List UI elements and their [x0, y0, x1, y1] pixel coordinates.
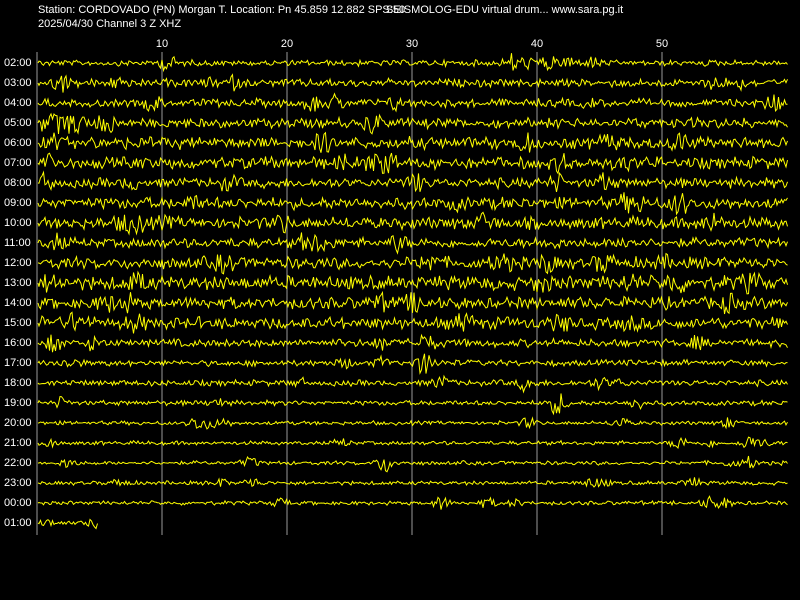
seismic-trace — [37, 333, 788, 353]
hour-label: 10:00 — [4, 217, 32, 229]
traces — [37, 53, 788, 530]
seismic-trace — [37, 393, 788, 416]
seismic-trace — [37, 53, 788, 73]
seismic-trace — [37, 92, 788, 113]
seismic-trace — [37, 311, 788, 334]
hour-label: 00:00 — [4, 497, 32, 509]
seismic-trace — [38, 455, 788, 473]
seismic-trace — [37, 73, 788, 93]
seismic-trace — [37, 211, 788, 236]
seismic-trace — [37, 374, 788, 394]
seismic-trace — [37, 353, 788, 375]
hour-label: 18:00 — [4, 377, 32, 389]
hour-label: 09:00 — [4, 197, 32, 209]
hour-label: 22:00 — [4, 457, 32, 469]
seismic-trace — [37, 495, 788, 510]
hour-label: 20:00 — [4, 417, 32, 429]
seismic-trace — [37, 112, 788, 135]
hour-label: 12:00 — [4, 257, 32, 269]
hour-label: 23:00 — [4, 477, 32, 489]
minute-tick-label: 40 — [531, 38, 543, 50]
seismic-trace — [37, 232, 788, 255]
minute-tick-label: 30 — [406, 38, 418, 50]
grid — [161, 52, 663, 535]
hour-label: 08:00 — [4, 177, 32, 189]
hour-label: 01:00 — [4, 517, 32, 529]
hour-label: 13:00 — [4, 277, 32, 289]
date-channel: 2025/04/30 Channel 3 Z XHZ — [38, 18, 181, 30]
hour-label: 04:00 — [4, 97, 32, 109]
hour-label: 19:00 — [4, 397, 32, 409]
app-info: SEISMOLOG-EDU virtual drum... www.sara.p… — [386, 4, 623, 16]
hour-label: 21:00 — [4, 437, 32, 449]
seismic-trace — [37, 416, 788, 430]
hour-label: 07:00 — [4, 157, 32, 169]
minute-tick-label: 50 — [656, 38, 668, 50]
seismic-trace — [37, 131, 788, 153]
station-info: Station: CORDOVADO (PN) Morgan T. Locati… — [38, 4, 405, 16]
seismic-trace — [37, 152, 788, 175]
seismic-trace — [37, 477, 788, 488]
minute-tick-label: 20 — [281, 38, 293, 50]
hour-label: 11:00 — [4, 237, 31, 249]
hour-label: 03:00 — [4, 77, 32, 89]
hour-label: 14:00 — [4, 297, 32, 309]
hour-label: 15:00 — [4, 317, 32, 329]
hour-label: 05:00 — [4, 117, 32, 129]
hour-label: 16:00 — [4, 337, 32, 349]
hour-label: 06:00 — [4, 137, 32, 149]
hour-label: 02:00 — [4, 57, 32, 69]
minute-tick-label: 10 — [156, 38, 168, 50]
hour-label: 17:00 — [4, 357, 32, 369]
seismic-trace — [37, 518, 98, 530]
seismic-trace — [38, 252, 788, 275]
seismic-trace — [37, 290, 788, 315]
seismic-trace — [37, 270, 788, 295]
seismic-trace — [37, 170, 788, 193]
seismic-trace — [37, 192, 788, 216]
seismic-trace — [37, 436, 788, 450]
